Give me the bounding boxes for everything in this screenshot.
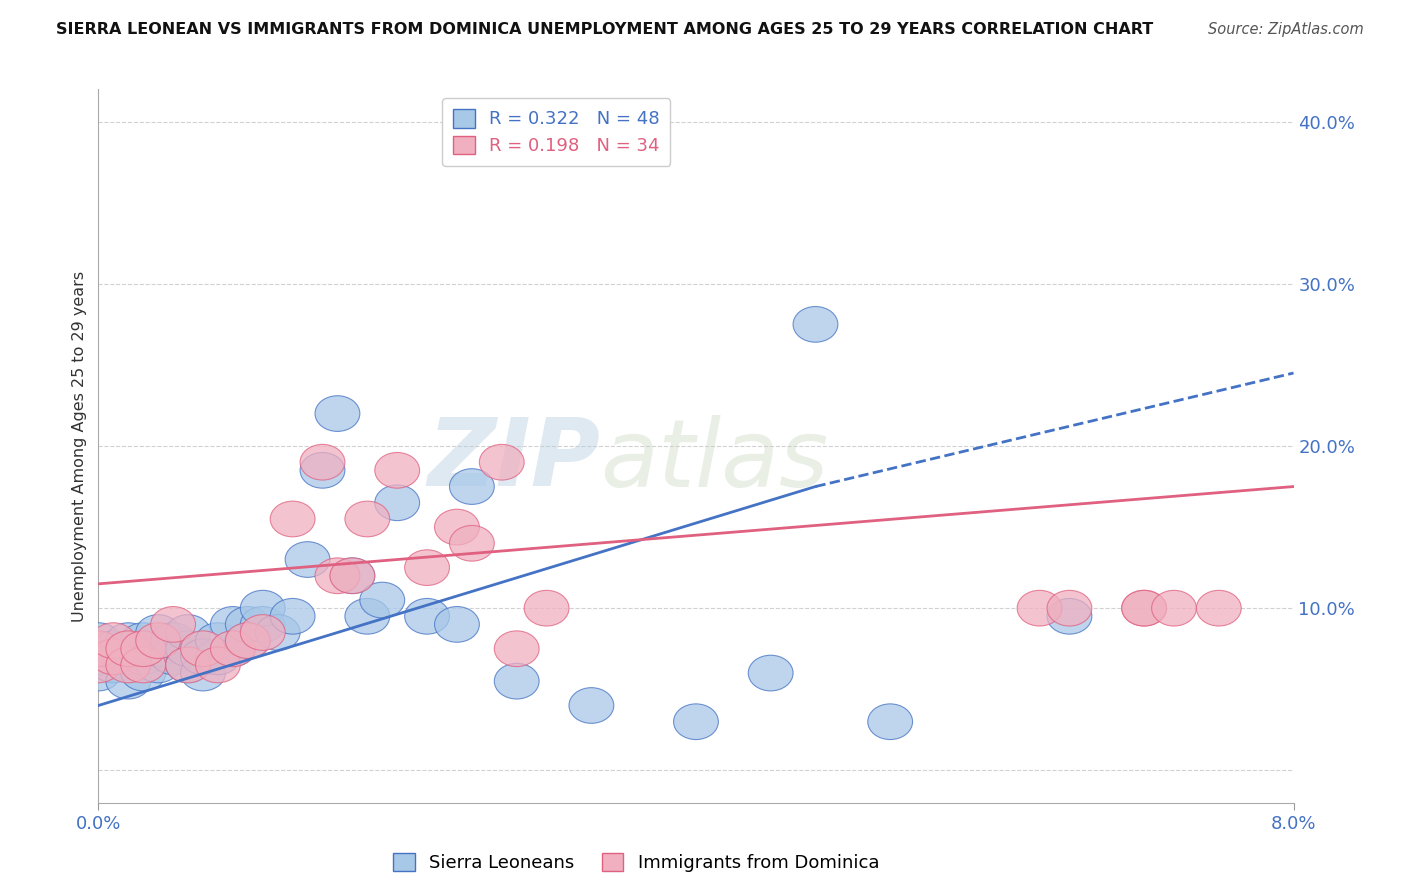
Ellipse shape [105,664,150,699]
Ellipse shape [495,664,538,699]
Ellipse shape [434,607,479,642]
Ellipse shape [375,485,419,521]
Text: SIERRA LEONEAN VS IMMIGRANTS FROM DOMINICA UNEMPLOYMENT AMONG AGES 25 TO 29 YEAR: SIERRA LEONEAN VS IMMIGRANTS FROM DOMINI… [56,22,1153,37]
Ellipse shape [195,623,240,658]
Ellipse shape [76,631,121,666]
Ellipse shape [1017,591,1062,626]
Ellipse shape [76,623,121,658]
Ellipse shape [136,623,180,658]
Ellipse shape [240,607,285,642]
Ellipse shape [1197,591,1241,626]
Ellipse shape [166,631,211,666]
Ellipse shape [673,704,718,739]
Ellipse shape [150,623,195,658]
Ellipse shape [225,623,270,658]
Y-axis label: Unemployment Among Ages 25 to 29 years: Unemployment Among Ages 25 to 29 years [72,270,87,622]
Ellipse shape [211,631,256,666]
Ellipse shape [1122,591,1167,626]
Ellipse shape [121,631,166,666]
Ellipse shape [330,558,375,593]
Ellipse shape [211,607,256,642]
Ellipse shape [180,656,225,691]
Ellipse shape [270,599,315,634]
Ellipse shape [211,631,256,666]
Ellipse shape [166,615,211,650]
Text: ZIP: ZIP [427,414,600,507]
Ellipse shape [121,623,166,658]
Ellipse shape [315,558,360,593]
Ellipse shape [1047,599,1092,634]
Ellipse shape [150,639,195,674]
Ellipse shape [1152,591,1197,626]
Ellipse shape [136,647,180,682]
Ellipse shape [299,444,344,480]
Ellipse shape [150,607,195,642]
Ellipse shape [166,647,211,682]
Ellipse shape [91,631,136,666]
Ellipse shape [495,631,538,666]
Ellipse shape [405,549,450,585]
Ellipse shape [375,452,419,488]
Ellipse shape [91,639,136,674]
Ellipse shape [868,704,912,739]
Ellipse shape [256,615,299,650]
Ellipse shape [121,639,166,674]
Ellipse shape [105,639,150,674]
Ellipse shape [1122,591,1167,626]
Ellipse shape [105,623,150,658]
Ellipse shape [315,396,360,432]
Ellipse shape [76,639,121,674]
Ellipse shape [136,631,180,666]
Ellipse shape [121,656,166,691]
Ellipse shape [240,591,285,626]
Ellipse shape [76,656,121,691]
Ellipse shape [270,501,315,537]
Ellipse shape [105,631,150,666]
Ellipse shape [450,468,495,504]
Ellipse shape [1047,591,1092,626]
Legend: Sierra Leoneans, Immigrants from Dominica: Sierra Leoneans, Immigrants from Dominic… [387,846,886,880]
Ellipse shape [450,525,495,561]
Ellipse shape [240,615,285,650]
Ellipse shape [330,558,375,593]
Ellipse shape [748,656,793,691]
Text: atlas: atlas [600,415,828,506]
Ellipse shape [166,647,211,682]
Ellipse shape [180,631,225,666]
Ellipse shape [195,639,240,674]
Ellipse shape [405,599,450,634]
Ellipse shape [285,541,330,577]
Ellipse shape [299,452,344,488]
Ellipse shape [344,599,389,634]
Text: Source: ZipAtlas.com: Source: ZipAtlas.com [1208,22,1364,37]
Ellipse shape [76,647,121,682]
Ellipse shape [360,582,405,618]
Ellipse shape [105,647,150,682]
Ellipse shape [434,509,479,545]
Ellipse shape [91,623,136,658]
Ellipse shape [136,615,180,650]
Ellipse shape [569,688,614,723]
Ellipse shape [225,623,270,658]
Ellipse shape [121,647,166,682]
Ellipse shape [479,444,524,480]
Ellipse shape [225,607,270,642]
Ellipse shape [793,307,838,343]
Ellipse shape [344,501,389,537]
Ellipse shape [180,639,225,674]
Ellipse shape [195,647,240,682]
Ellipse shape [91,647,136,682]
Ellipse shape [524,591,569,626]
